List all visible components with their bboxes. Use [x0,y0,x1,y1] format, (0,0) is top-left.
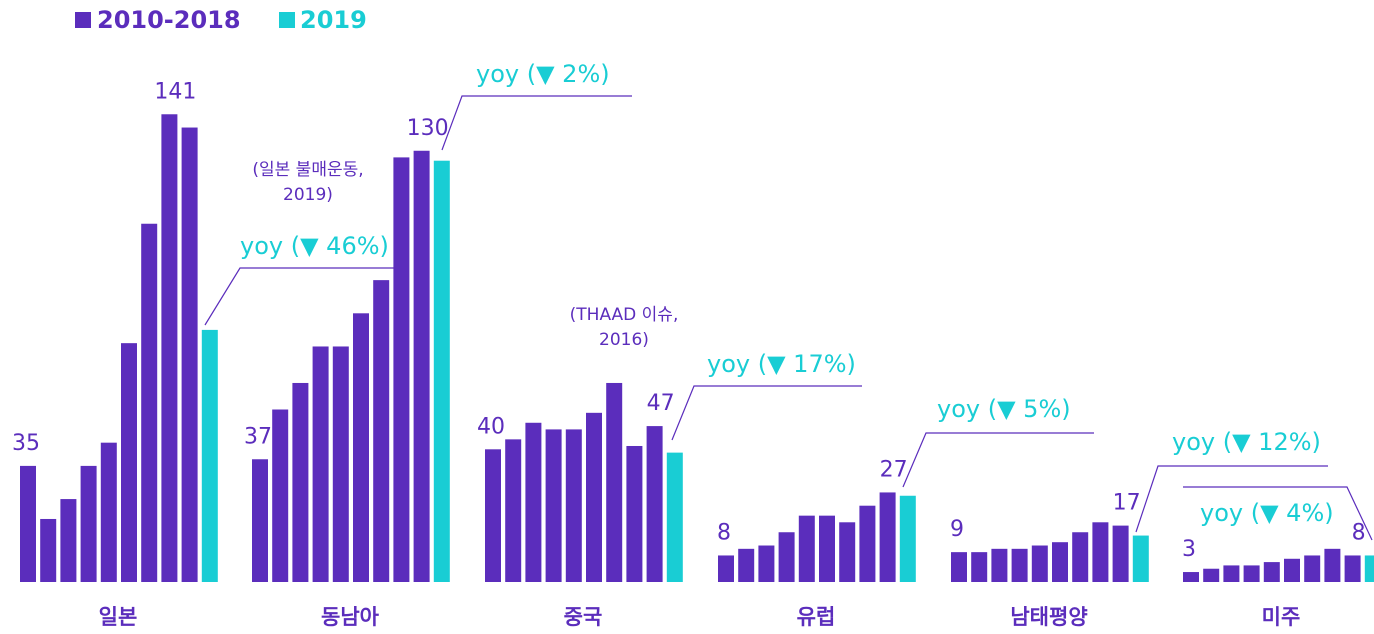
callout-line [204,267,396,326]
bar [1203,568,1220,582]
bar [879,492,896,582]
annotation: yoy (▼ 4%) [1200,499,1334,527]
value-label: 8 [717,520,731,545]
value-label: 40 [477,414,505,439]
legend-swatch [75,12,91,28]
legend-label: 2019 [300,6,367,34]
bar [1364,555,1374,582]
x-tick-label: 동남아 [321,605,380,629]
bar [413,150,430,583]
bar [312,346,329,582]
annotation: yoy (▼ 12%) [1172,428,1321,456]
callout-line [1183,486,1373,541]
value-label: 8 [1352,520,1366,545]
annotation: yoy (▼ 2%) [476,60,610,88]
bar [1223,565,1240,582]
bar [839,522,856,582]
bar [1304,555,1321,582]
annotation: yoy (▼ 46%) [240,232,389,260]
bar [332,346,349,582]
bar [606,382,623,582]
bar [646,426,663,582]
bar [201,329,218,582]
callout-line [441,95,632,151]
bar [1263,562,1280,582]
value-label: 141 [154,79,196,104]
value-label: 27 [880,457,908,482]
note: (THAAD 이슈, [570,305,679,325]
bar [1052,542,1068,582]
bar [1344,555,1361,582]
annotation: yoy (▼ 5%) [937,395,1071,423]
bar [181,127,198,582]
legend-label: 2010-2018 [97,6,241,34]
bar [586,412,602,582]
bar [292,382,309,582]
bar [1183,572,1199,582]
x-tick-label: 일본 [99,605,138,629]
bar [899,495,916,582]
value-label: 37 [244,424,272,449]
bar [951,552,967,582]
bar [161,114,178,582]
value-label: 35 [12,431,40,456]
bar [738,548,755,582]
bar [565,429,582,582]
bar [1011,548,1028,582]
x-tick-label: 남태평양 [1010,605,1087,629]
bar [100,442,117,582]
bar [1324,548,1341,582]
bar [666,452,683,582]
bar [353,313,369,582]
value-label: 130 [407,116,449,141]
note: (일본 불매운동, [252,160,363,180]
callout-line [902,432,1094,488]
bar [141,223,158,583]
bar [991,548,1008,582]
bar [1243,565,1260,582]
callout-line [1135,465,1328,533]
bar [1092,522,1109,582]
bar [1072,532,1089,582]
legend-swatch [279,12,295,28]
bar [758,545,775,582]
callout-line [671,385,862,441]
bar [798,515,815,582]
bar [1031,545,1048,582]
value-label: 17 [1113,491,1141,516]
bar [252,459,268,582]
bar [1112,525,1129,582]
value-label: 9 [950,517,964,542]
bar [485,449,501,582]
bar [778,532,795,582]
value-label: 3 [1182,537,1196,562]
bar [1284,558,1300,582]
bar [373,280,390,582]
bar [393,157,410,582]
bar [545,429,562,582]
bar [433,160,450,583]
bar [80,465,97,582]
bar [819,515,835,582]
bar [272,409,289,582]
note: 2016) [599,330,649,350]
bar [626,445,643,582]
bar [40,518,57,582]
note: 2019) [283,185,333,205]
bar [60,499,77,582]
x-tick-label: 중국 [564,605,603,629]
x-tick-label: 유럽 [797,605,836,629]
x-tick-label: 미주 [1262,605,1301,629]
bar [505,439,522,582]
annotation: yoy (▼ 17%) [707,350,856,378]
bar [859,505,876,582]
bar [121,343,137,582]
bar [718,555,734,582]
bar [971,552,988,582]
bar [20,465,36,582]
value-label: 47 [647,391,675,416]
bar [525,422,542,582]
bar [1132,535,1149,582]
